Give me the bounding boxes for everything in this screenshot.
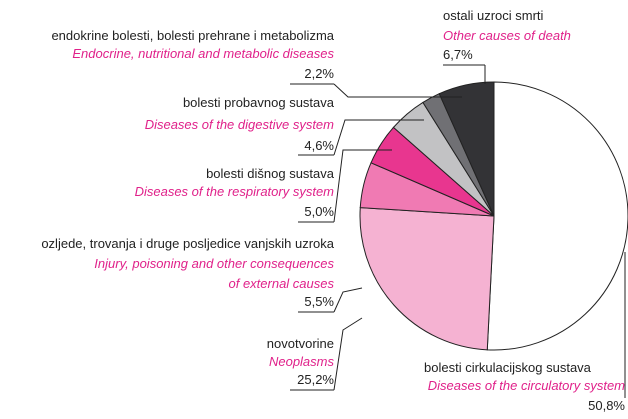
category-label-en: Diseases of the respiratory system: [135, 184, 335, 199]
pie-slice: [486, 81, 628, 351]
category-label: bolesti dišnog sustava: [206, 166, 335, 181]
category-label: bolesti cirkulacijskog sustava: [424, 360, 592, 375]
category-label-en: Diseases of the digestive system: [145, 117, 334, 132]
category-label-en: Other causes of death: [443, 28, 571, 43]
value-label: 2,2%: [304, 66, 334, 81]
category-label-en: of external causes: [228, 276, 334, 291]
category-label: bolesti probavnog sustava: [183, 95, 335, 110]
leader-line: [333, 119, 424, 156]
pie-slice: [359, 207, 495, 351]
value-label: 25,2%: [297, 372, 334, 387]
value-label: 4,6%: [304, 138, 334, 153]
category-label: novotvorine: [267, 336, 334, 351]
value-label: 50,8%: [588, 398, 625, 413]
leader-line: [333, 317, 363, 391]
leader-line: [333, 83, 462, 98]
category-label: ostali uzroci smrti: [443, 8, 544, 23]
value-label: 5,0%: [304, 204, 334, 219]
category-label: ozljede, trovanja i druge posljedice van…: [41, 236, 334, 251]
leader-line: [333, 287, 363, 313]
value-label: 5,5%: [304, 294, 334, 309]
leader-line: [333, 149, 392, 223]
category-label: endokrine bolesti, bolesti prehrane i me…: [51, 28, 334, 43]
category-label-en: Endocrine, nutritional and metabolic dis…: [72, 46, 334, 61]
pie-slice: [438, 81, 495, 217]
value-label: 6,7%: [443, 47, 473, 62]
category-label-en: Injury, poisoning and other consequences: [94, 256, 334, 271]
category-label-en: Neoplasms: [269, 354, 335, 369]
category-label-en: Diseases of the circulatory system: [428, 378, 625, 393]
